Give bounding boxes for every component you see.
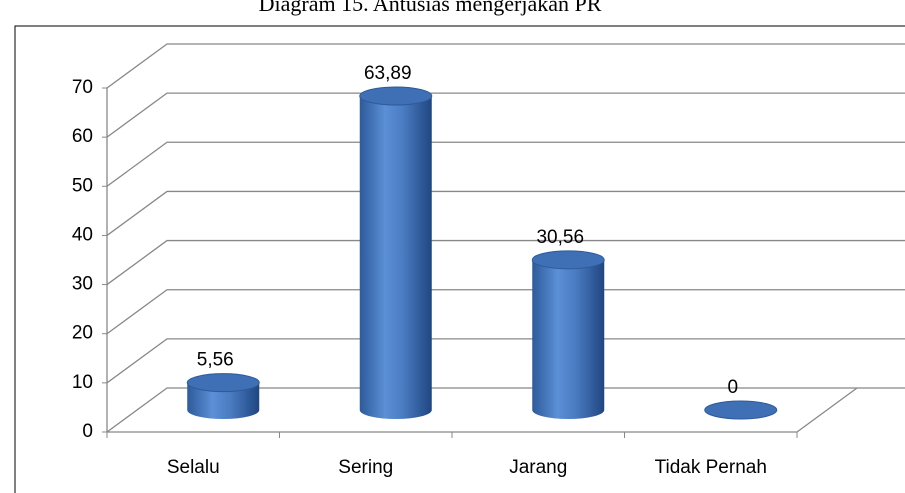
y-tick-label: 10	[72, 372, 93, 393]
chart-title: Diagram 15. Antusias mengerjakan PR	[259, 0, 602, 16]
title-bg	[180, 0, 580, 25]
bar-top	[531, 250, 605, 270]
grid-line	[106, 387, 905, 433]
value-label: 5,56	[197, 350, 234, 371]
x-tick-label: Tidak Pernah	[655, 457, 767, 478]
bar-top	[359, 86, 433, 106]
bar	[187, 382, 260, 419]
value-label: 0	[727, 377, 738, 398]
y-tick-label: 0	[82, 421, 93, 442]
bar-top	[186, 373, 260, 393]
y-tick-label: 30	[72, 274, 93, 295]
bar-top	[704, 400, 778, 420]
bar	[532, 259, 605, 419]
grid-line	[106, 43, 905, 89]
grid-line	[106, 239, 905, 286]
x-tick-label: Jarang	[509, 457, 567, 478]
y-tick-label: 40	[72, 224, 93, 245]
x-tick-label: Selalu	[167, 457, 220, 478]
grid-line	[106, 289, 905, 335]
y-tick-label: 50	[72, 175, 93, 196]
value-label: 63,89	[364, 63, 412, 84]
frame	[14, 25, 905, 493]
y-tick-label: 60	[72, 126, 93, 147]
y-tick-label: 70	[72, 77, 93, 98]
grid-line	[106, 92, 905, 138]
grid-line	[106, 338, 905, 384]
y-tick-label: 20	[72, 323, 93, 344]
value-label: 30,56	[536, 227, 584, 248]
x-tick-label: Sering	[338, 457, 393, 478]
grid-line	[106, 190, 905, 236]
bar	[359, 96, 432, 420]
grid-line	[106, 141, 905, 187]
